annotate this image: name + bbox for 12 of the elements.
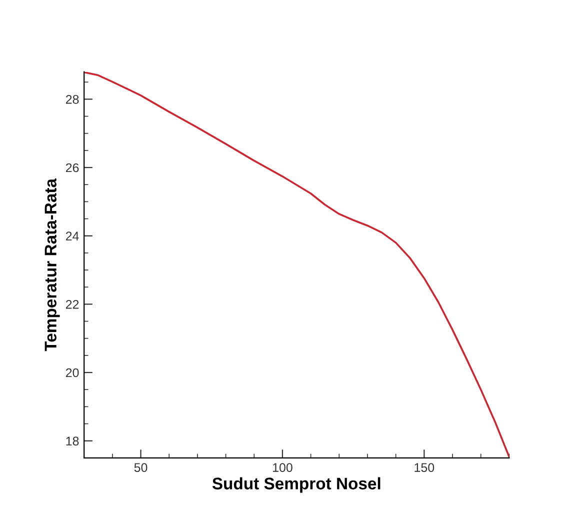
- x-tick-label: 100: [272, 463, 292, 472]
- x-tick-label: 150: [414, 463, 434, 472]
- y-tick-label: 20: [66, 368, 79, 378]
- y-tick-label: 28: [66, 94, 79, 104]
- x-tick-label: 50: [134, 463, 148, 472]
- y-tick-label: 22: [66, 300, 79, 309]
- x-axis-title: Sudut Semprot Nosel: [212, 477, 380, 493]
- y-axis-title: Temperatur Rata-Rata: [44, 178, 60, 352]
- y-tick-label: 18: [66, 436, 79, 446]
- y-tick-label: 24: [66, 232, 79, 240]
- y-tick-label: 26: [66, 163, 79, 172]
- line-series: [84, 72, 510, 458]
